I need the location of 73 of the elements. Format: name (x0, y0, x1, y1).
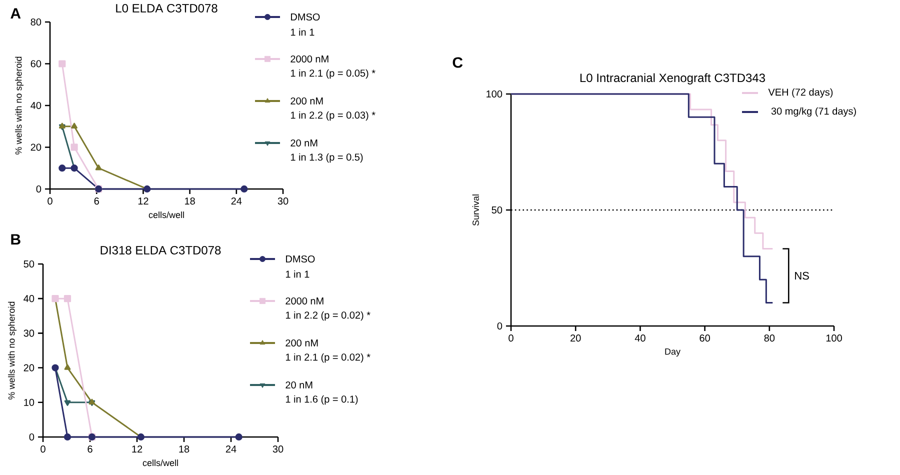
legend-label: DMSO (291, 13, 320, 21)
chart-title: L0 ELDA C3TD078 (116, 4, 218, 12)
legend-label: 200 nM (286, 339, 318, 347)
x-tick-label: 24 (226, 446, 236, 452)
point (64, 295, 72, 302)
x-tick-label: 20 (570, 334, 581, 342)
y-tick-label: 10 (24, 398, 34, 406)
legend-label: 20 nM (286, 381, 312, 389)
text: 1 in 2.2 (p = 0.02) * (286, 311, 370, 321)
x-tick-label: 12 (132, 446, 142, 452)
y-tick-label: 0 (36, 185, 42, 193)
y-tick-label: 80 (30, 18, 42, 26)
x-axis-title: cells/well (148, 211, 184, 218)
x-tick-label: 60 (700, 334, 710, 342)
x-tick-label: 18 (179, 446, 190, 453)
chart-title: DI318 ELDA C3TD078 (100, 246, 221, 254)
y-tick-label: 40 (24, 295, 34, 302)
point (70, 144, 78, 151)
point (64, 364, 71, 370)
y-tick-label: 50 (492, 206, 502, 214)
legend-label: VEH (72 days) (768, 88, 833, 98)
y-tick-label: 0 (29, 433, 34, 441)
x-tick-label: 30 (272, 446, 284, 453)
y-tick-label: 40 (30, 102, 42, 110)
text: 1 in 2.2 (p = 0.03) * (290, 111, 376, 121)
x-axis-title: Day (665, 348, 680, 357)
text: 1 in 1 (286, 270, 310, 278)
x-tick-label: 6 (88, 446, 92, 453)
text: 1 in 2.1 (p = 0.02) * (286, 353, 370, 363)
point (64, 433, 72, 441)
text: 1 in 1.3 (p = 0.5) (290, 153, 363, 163)
legend-label: DMSO (286, 255, 315, 263)
point (71, 122, 78, 129)
text: A (10, 8, 21, 19)
y-tick-label: 20 (24, 364, 34, 372)
point (235, 433, 242, 441)
point (64, 400, 71, 406)
legend-label: 20 nM (290, 139, 318, 147)
point (240, 185, 248, 193)
point (58, 60, 66, 68)
x-tick-label: 0 (48, 198, 52, 205)
x-tick-label: 100 (826, 334, 842, 342)
legend-label: 200 nM (290, 97, 323, 105)
x-tick-label: 30 (278, 198, 288, 205)
y-tick-label: 20 (30, 144, 42, 151)
y-tick-label: 50 (24, 260, 34, 268)
point (58, 164, 66, 172)
text: 1 in 2.1 (p = 0.05) * (290, 69, 376, 79)
text: C (452, 57, 463, 68)
x-tick-label: 18 (185, 198, 195, 205)
point (95, 164, 102, 170)
x-tick-label: 6 (94, 198, 99, 205)
x-tick-label: 80 (764, 334, 775, 342)
legend-label: 2000 nM (290, 55, 328, 63)
text: B (11, 234, 20, 245)
text: 1 in 1 (290, 28, 314, 36)
legend-label: 2000 nM (286, 297, 324, 305)
y-axis-title: Survival (472, 194, 479, 226)
x-tick-label: 12 (138, 198, 148, 204)
x-tick-label: 24 (231, 198, 242, 204)
y-tick-label: 30 (24, 330, 34, 337)
chart-title: L0 Intracranial Xenograft C3TD343 (580, 73, 765, 84)
y-axis-title: % wells with no spheroid (8, 302, 16, 400)
x-axis-title: cells/well (142, 459, 178, 466)
text: 1 in 1.6 (p = 0.1) (286, 395, 358, 405)
x-tick-label: 0 (508, 334, 514, 342)
x-tick-label: 40 (634, 334, 646, 342)
legend-label: 30 mg/kg (71 days) (771, 107, 856, 117)
y-axis-title: % wells with no spheroid (15, 56, 24, 154)
y-tick-label: 0 (497, 322, 502, 330)
annotation: NS (795, 272, 809, 280)
y-tick-label: 100 (486, 90, 502, 98)
y-tick-label: 60 (30, 60, 42, 68)
